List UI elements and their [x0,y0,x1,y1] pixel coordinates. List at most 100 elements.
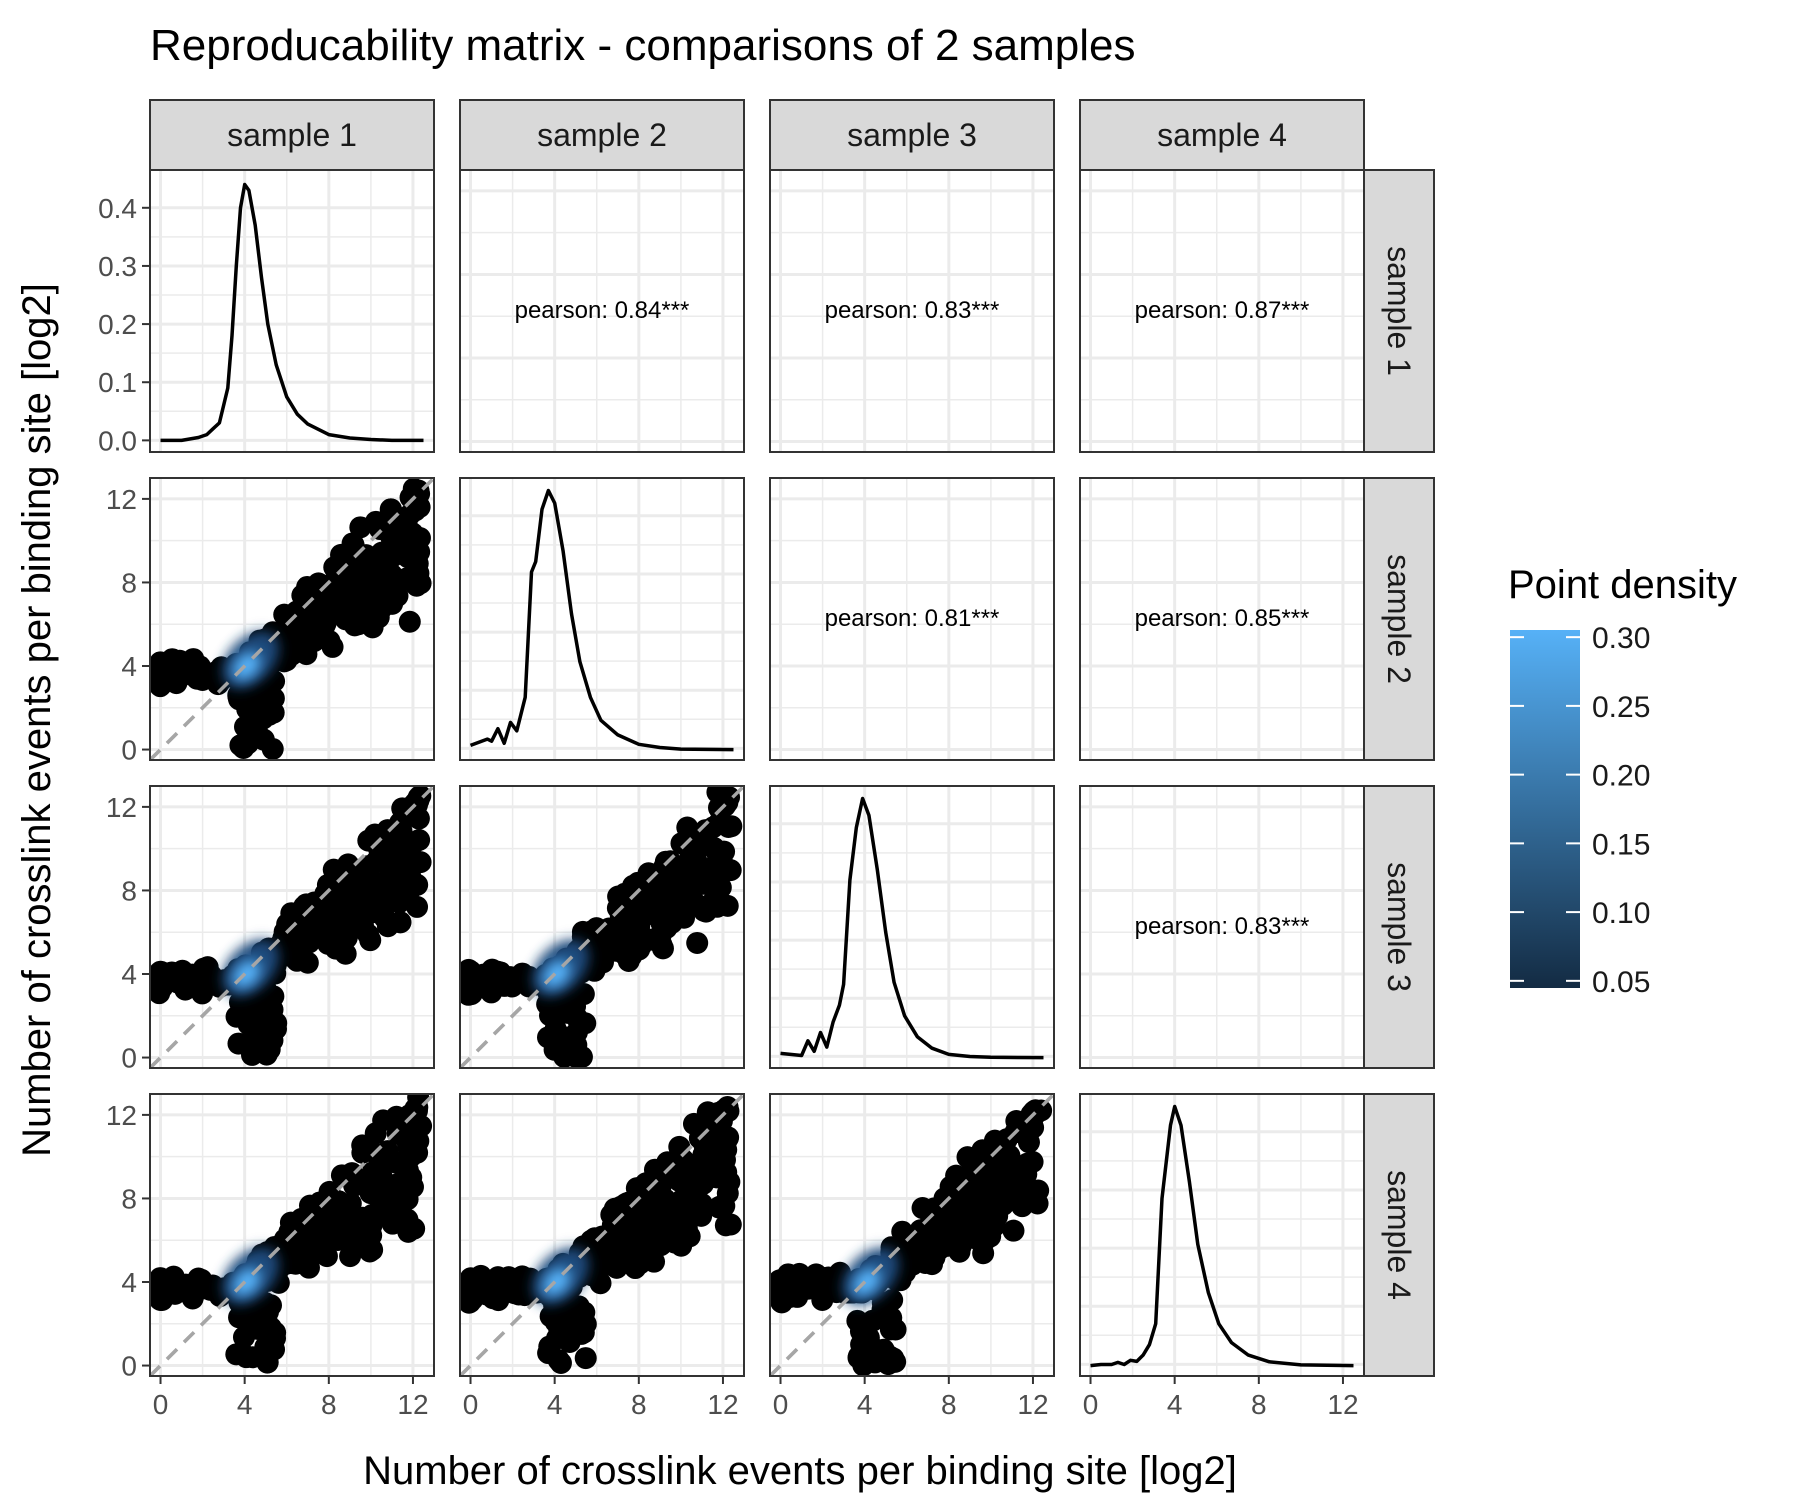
scatter-point [626,1241,649,1264]
panel-border [769,477,1055,761]
row-strip-label: sample 3 [1381,862,1417,992]
facet-panel: pearson: 0.84*** [459,169,745,453]
facet-panel [149,169,435,453]
y-axis-title: Number of crosslink events per binding s… [15,283,59,1157]
y-tick-label: 0.0 [98,425,137,456]
scatter-point [993,1136,1016,1159]
scatter-point [626,871,649,894]
scatter-point [386,584,409,607]
x-tick-label: 4 [857,1389,873,1420]
strip-background [149,99,435,171]
scatter-point [709,1195,732,1218]
scatter-point [225,1005,248,1028]
panel-content [160,182,424,443]
scatter-point [258,703,281,726]
panel-border [769,785,1055,1069]
panel-border [149,1093,435,1377]
x-tick-label: 0 [1083,1389,1099,1420]
strip-background [1363,785,1435,1069]
panel-content: pearson: 0.83*** [1135,913,1310,940]
pearson-annotation: pearson: 0.83*** [825,297,1000,324]
panel-background [460,170,744,452]
panel-border [769,1093,1055,1377]
panel-background [1080,170,1364,452]
scatter-point [255,1043,278,1066]
legend-ticks: 0.05 0.10 0.15 0.20 0.25 0.30 [1510,622,1650,999]
facet-panel: pearson: 0.85*** [1079,477,1365,761]
facet-panel: pearson: 0.83*** [769,169,1055,453]
scatter-point [361,875,384,898]
scatter-point [358,1240,381,1263]
chart-title: Reproducability matrix - comparisons of … [150,21,1136,70]
panel-border [459,477,745,761]
panel-border [149,785,435,1069]
scatter-point [909,1219,932,1242]
scatter-point [256,1343,279,1366]
x-tick-label: 4 [1167,1389,1183,1420]
facet-panel [149,1093,435,1377]
y-tick-label: 0.1 [98,367,137,398]
scatter-point [717,1126,740,1149]
scatter-point [401,1175,424,1198]
scatter-point [539,1004,562,1027]
scatter-point [339,1245,362,1268]
scatter-point [656,1151,679,1174]
scatter-point [243,1022,266,1045]
scatter-point [945,1164,968,1187]
scatter-point [703,886,726,909]
panel-content [150,786,434,1068]
scatter-point [227,1032,250,1055]
scatter-point [681,877,704,900]
scatter-point [348,1209,371,1232]
scatter-point [603,1240,626,1263]
scatter-point [479,971,502,994]
scatter-point [561,1311,584,1334]
scatter-point [667,1228,690,1251]
scatter-point [294,603,317,626]
scatter-point [165,658,188,681]
panel-content [469,488,734,752]
scatter-point [499,966,522,989]
scatter-point [339,1192,362,1215]
scatter-point [566,1007,589,1030]
scatter-point [407,479,430,502]
scatter-point [543,1038,566,1061]
scatter-point [356,1174,379,1197]
column-strip-label: sample 4 [1157,117,1287,153]
strip-background [769,99,1055,171]
y-tick-label: 4 [121,959,137,990]
scatter-point [976,1187,999,1210]
x-tick-label: 8 [941,1389,957,1420]
scatter-point [778,1285,801,1308]
scatter-point [322,572,345,595]
scatter-point [330,543,353,566]
legend-tick-label: 0.10 [1592,897,1650,930]
legend-tick-label: 0.15 [1592,828,1650,861]
panel-content [780,796,1044,1060]
scatter-point [875,1309,898,1332]
identity-reference-line [150,478,434,760]
scatter-point [264,1321,287,1344]
column-strip: sample 4 [1079,99,1365,171]
column-strip: sample 2 [459,99,745,171]
scatter-point [347,613,370,636]
y-tick-label: 12 [106,484,137,515]
y-tick-label: 0.3 [98,251,137,282]
scatter-point [232,735,255,758]
scatter-point [188,655,211,678]
scatter-point [866,1349,889,1372]
panel-background [1080,478,1364,760]
scatter-point [324,592,347,615]
panel-content [1090,1104,1354,1368]
y-tick-label: 8 [121,875,137,906]
facet-panel [459,477,745,761]
strip-background [1363,477,1435,761]
y-tick-label: 12 [106,792,137,823]
row-strip: sample 3 [1363,785,1435,1069]
scatter-point [343,901,366,924]
identity-reference-line [460,1094,744,1376]
panel-content [460,1094,744,1376]
scatter-point [469,1264,492,1287]
scatter-point [612,942,635,965]
y-tick-label: 0.2 [98,309,137,340]
